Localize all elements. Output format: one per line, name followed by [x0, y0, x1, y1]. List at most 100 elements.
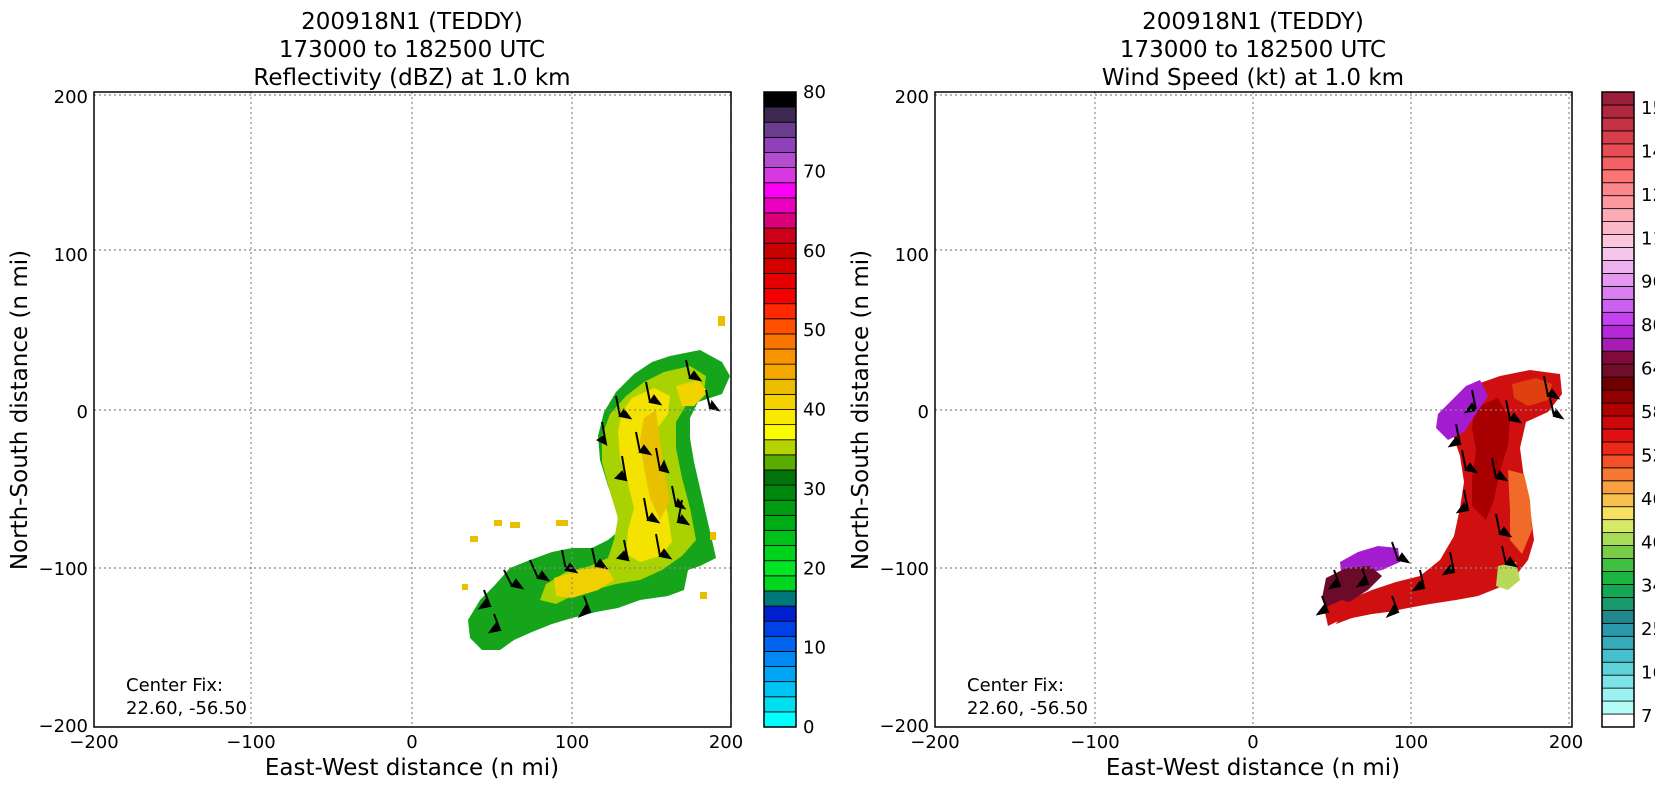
colorbar-bin — [1601, 609, 1635, 624]
colorbar-bin — [763, 454, 797, 471]
wind-speed-colorbar — [1601, 91, 1635, 728]
x-tick-label: 100 — [555, 732, 589, 753]
colorbar-bin — [763, 91, 797, 108]
x-tick-label: 0 — [1247, 732, 1258, 753]
x-tick-label: −100 — [1070, 732, 1119, 753]
y-tick-label: 0 — [77, 402, 88, 423]
reflectivity-panel: 200918N1 (TEDDY) 173000 to 182500 UTC Re… — [7, 9, 826, 781]
colorbar-bin — [763, 393, 797, 410]
x-axis: −200 −100 0 100 200 East-West distance (… — [69, 732, 743, 781]
y-tick-label: −100 — [39, 559, 88, 580]
colorbar-tick-label: 40 — [1641, 532, 1655, 553]
colorbar-bin — [1601, 208, 1635, 222]
colorbar-bin — [763, 560, 797, 577]
colorbar-bin — [1601, 143, 1635, 158]
colorbar-bin — [763, 590, 797, 607]
colorbar-bin — [1601, 584, 1635, 598]
colorbar-tick-label: 58 — [1641, 402, 1655, 423]
colorbar-bin — [1601, 545, 1635, 559]
colorbar-bin — [763, 136, 797, 153]
center-fix-annotation: Center Fix: 22.60, -56.50 — [967, 675, 1088, 719]
colorbar-bin — [1601, 558, 1635, 572]
colorbar-tick-label: 64 — [1641, 359, 1655, 380]
colorbar-bin — [1601, 363, 1635, 378]
colorbar-bin — [763, 575, 797, 592]
colorbar-bin — [763, 635, 797, 652]
colorbar-tick-label: 20 — [803, 558, 826, 579]
colorbar-bin — [1601, 415, 1635, 430]
colorbar-tick-label: 7 — [1641, 706, 1652, 727]
colorbar-bin — [1601, 402, 1635, 417]
colorbar-bin — [763, 605, 797, 622]
colorbar-tick-label: 30 — [803, 479, 826, 500]
chart-title: 200918N1 (TEDDY) 173000 to 182500 UTC Wi… — [1102, 9, 1404, 91]
colorbar-bin — [1601, 117, 1635, 132]
colorbar-bin — [1601, 376, 1635, 391]
colorbar-tick-label: 0 — [803, 717, 814, 738]
title-line-1: 200918N1 (TEDDY) — [301, 9, 523, 35]
colorbar-bin — [1601, 635, 1635, 650]
colorbar-bin — [763, 620, 797, 637]
colorbar-bin — [1601, 324, 1635, 339]
reflectivity-colorbar — [763, 91, 797, 728]
colorbar-bin — [763, 182, 797, 199]
center-fix-value: 22.60, -56.50 — [967, 698, 1088, 719]
y-tick-label: −200 — [880, 716, 929, 737]
colorbar-bin — [763, 197, 797, 214]
colorbar-frame — [1601, 91, 1635, 728]
x-axis: −200 −100 0 100 200 East-West distance (… — [910, 732, 1583, 781]
center-fix-annotation: Center Fix: 22.60, -56.50 — [126, 675, 247, 719]
x-tick-label: −200 — [910, 732, 959, 753]
colorbar-bin — [1601, 311, 1635, 326]
colorbar-tick-label: 96 — [1641, 272, 1655, 293]
colorbar-bin — [1601, 350, 1635, 365]
y-tick-label: 0 — [918, 402, 929, 423]
title-line-1: 200918N1 (TEDDY) — [1142, 9, 1364, 35]
colorbar-bin — [763, 106, 797, 123]
colorbar-bin — [1601, 493, 1635, 508]
colorbar-bin — [763, 303, 797, 320]
colorbar-bin — [1601, 130, 1635, 145]
colorbar-bin — [763, 378, 797, 395]
colorbar-bin — [763, 439, 797, 456]
colorbar-tick-label: 125 — [1641, 185, 1655, 206]
colorbar-tick-label: 110 — [1641, 228, 1655, 249]
colorbar-bin — [1601, 441, 1635, 456]
colorbar-bin — [1601, 687, 1635, 702]
colorbar-bin — [763, 333, 797, 350]
colorbar-tick-label: 25 — [1641, 619, 1655, 640]
colorbar-bin — [1601, 713, 1635, 728]
y-tick-label: 100 — [895, 245, 929, 266]
colorbar-bin — [763, 514, 797, 531]
x-tick-label: 100 — [1394, 732, 1428, 753]
colorbar-bin — [1601, 337, 1635, 352]
colorbar-bin — [763, 363, 797, 380]
colorbar-bin — [1601, 91, 1635, 106]
y-tick-label: 200 — [895, 87, 929, 108]
colorbar-bin — [1601, 674, 1635, 689]
center-fix-label: Center Fix: — [967, 675, 1064, 696]
y-tick-label: 200 — [54, 87, 88, 108]
reflectivity-colorbar-ticks: 0 10 20 30 40 50 60 70 80 — [803, 82, 826, 738]
x-tick-label: 0 — [406, 732, 417, 753]
colorbar-bin — [1601, 234, 1635, 248]
center-fix-label: Center Fix: — [126, 675, 223, 696]
colorbar-bin — [763, 227, 797, 244]
colorbar-bin — [1601, 260, 1635, 274]
x-tick-label: 200 — [709, 732, 743, 753]
x-tick-label: −200 — [69, 732, 118, 753]
colorbar-bin — [763, 545, 797, 562]
colorbar-tick-label: 34 — [1641, 576, 1655, 597]
colorbar-tick-label: 40 — [803, 400, 826, 421]
colorbar-bin — [1601, 273, 1635, 287]
colorbar-bin — [763, 273, 797, 289]
colorbar-bin — [763, 121, 797, 138]
colorbar-bin — [763, 167, 797, 184]
colorbar-bin — [763, 681, 797, 698]
colorbar-tick-label: 155 — [1641, 98, 1655, 119]
colorbar-bin — [1601, 169, 1635, 184]
colorbar-bin — [1601, 298, 1635, 313]
colorbar-bin — [1601, 648, 1635, 663]
colorbar-bin — [1601, 571, 1635, 585]
colorbar-bin — [763, 348, 797, 365]
